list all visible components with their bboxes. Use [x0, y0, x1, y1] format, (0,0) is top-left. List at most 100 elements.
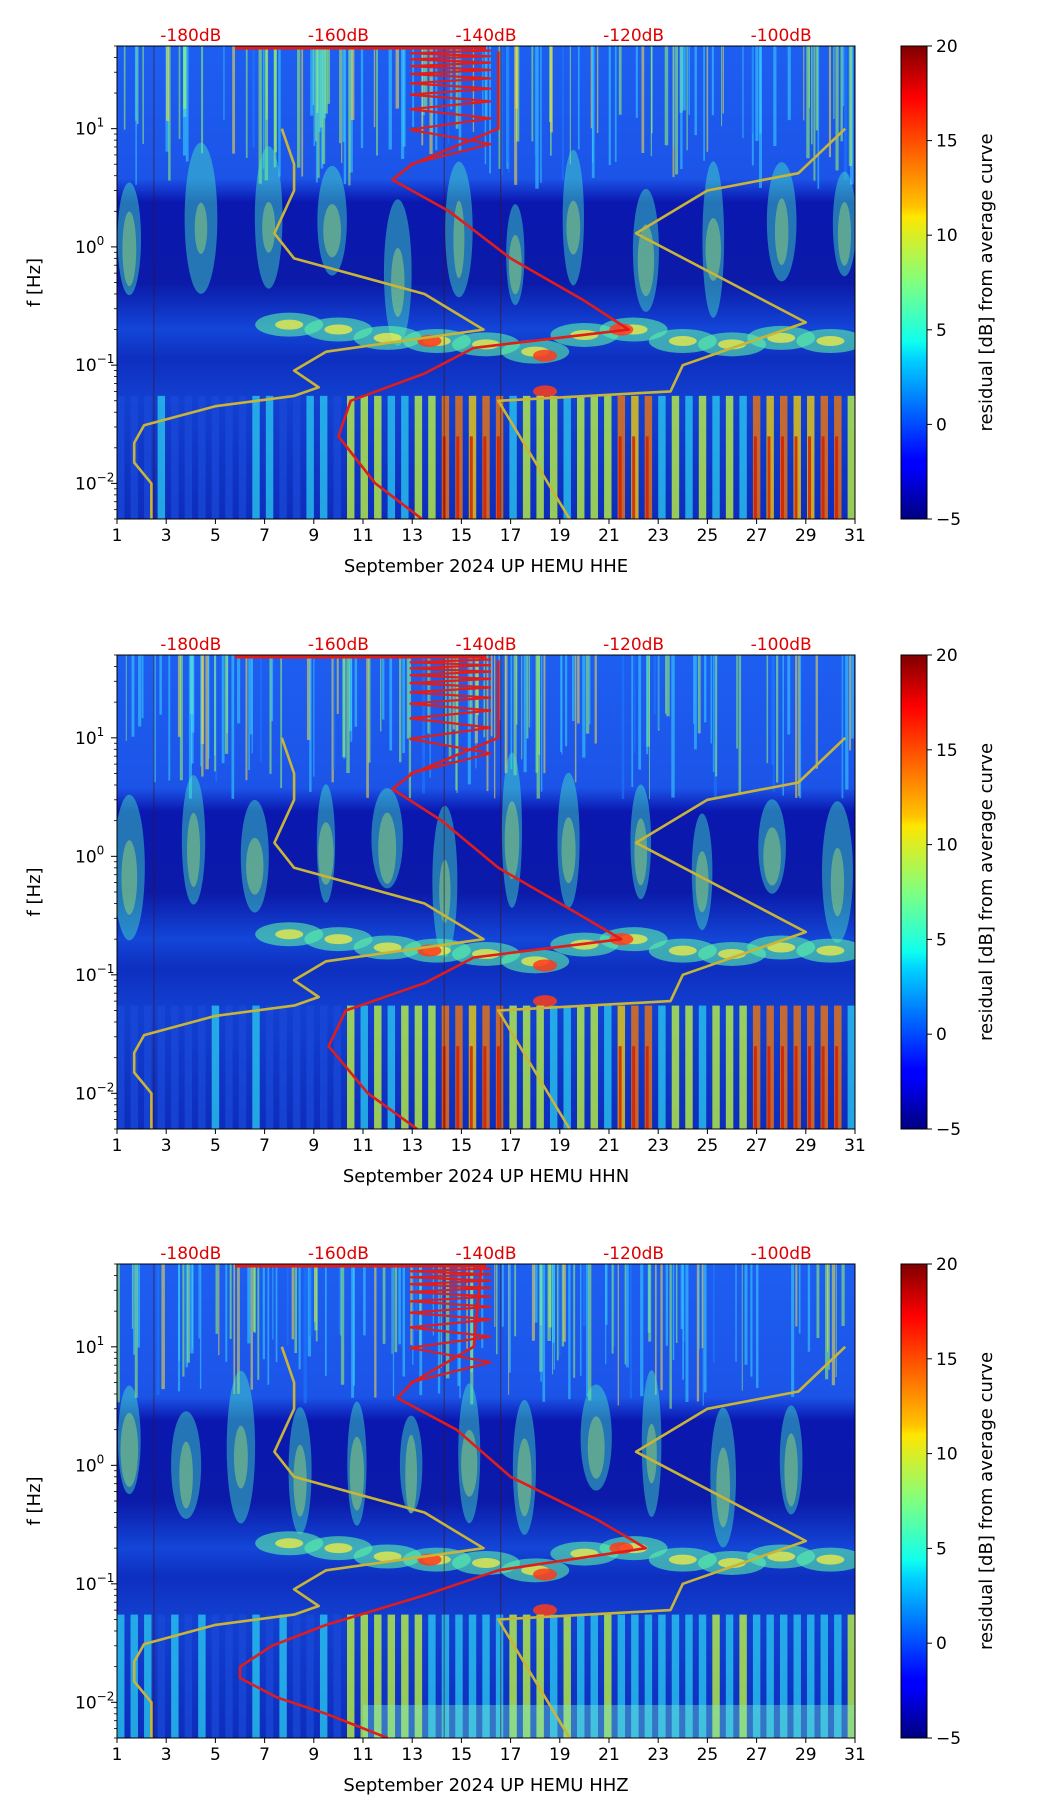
colorbar-tick-label: 10	[936, 226, 958, 246]
hf-streak	[826, 1264, 829, 1352]
hf-streak	[640, 1264, 644, 1397]
lf-column-core	[753, 436, 757, 519]
hf-streak	[185, 46, 189, 162]
hf-streak	[665, 655, 667, 714]
hf-streak	[531, 1264, 535, 1341]
hf-streak	[452, 655, 455, 730]
lf-column	[577, 1005, 585, 1129]
microseism-core	[830, 847, 845, 917]
hf-streak	[665, 1264, 668, 1346]
hf-streak	[392, 1264, 395, 1397]
hf-streak	[751, 46, 754, 134]
hf-streak	[482, 46, 484, 120]
lf-column	[252, 395, 260, 519]
hf-streak	[159, 655, 162, 715]
hf-streak	[710, 655, 713, 744]
hf-streak	[224, 655, 229, 754]
hf-streak	[391, 1264, 393, 1355]
microseism-core	[461, 1429, 478, 1497]
lf-column	[211, 395, 220, 519]
hf-streak	[629, 1264, 632, 1399]
hf-streak	[412, 1264, 414, 1365]
hf-streak	[298, 1264, 301, 1370]
hf-streak	[214, 655, 217, 772]
hf-streak	[621, 655, 625, 799]
hf-streak	[706, 46, 709, 152]
lf-column	[414, 1005, 423, 1129]
hf-streak	[229, 1264, 232, 1339]
microseism-blob	[501, 752, 523, 908]
lf-column	[712, 1614, 720, 1738]
hf-streak	[467, 655, 471, 785]
lf-band-z	[363, 1704, 855, 1738]
top-db-label: -100dB	[751, 1244, 812, 1264]
hf-streak	[540, 1264, 542, 1382]
hf-streak	[561, 1264, 565, 1347]
storm-band-core	[373, 332, 402, 343]
x-axis-label: September 2024 UP HEMU HHE	[344, 556, 628, 577]
lf-column-core	[469, 1046, 473, 1129]
y-tick-label: 10−1	[75, 962, 114, 986]
lf-column	[401, 1005, 409, 1129]
lf-column-core	[780, 436, 784, 519]
hf-streak	[704, 655, 707, 723]
x-tick-label: 15	[451, 1136, 473, 1156]
hf-streak	[579, 1264, 582, 1376]
hf-streak	[669, 1264, 672, 1409]
microseism-blob	[445, 161, 473, 298]
microseism-blob	[691, 813, 713, 931]
hf-streak	[309, 655, 312, 792]
microseism-core	[646, 1423, 657, 1484]
x-tick-label: 3	[161, 1136, 172, 1156]
top-db-label: -180dB	[160, 635, 221, 655]
hf-streak	[199, 1264, 202, 1389]
lf-column	[265, 1005, 274, 1129]
hf-streak	[787, 46, 791, 121]
hf-streak	[608, 46, 611, 165]
lf-column	[739, 1005, 747, 1129]
hf-streak	[402, 1264, 406, 1377]
hf-streak	[635, 46, 638, 118]
hf-streak	[523, 655, 527, 773]
hf-streak	[156, 1264, 160, 1395]
lf-column	[306, 1005, 314, 1129]
hf-streak	[323, 46, 327, 119]
lf-column	[225, 395, 233, 519]
hf-streak	[577, 655, 580, 724]
lf-column	[387, 1614, 396, 1738]
hf-streak	[782, 655, 784, 796]
hf-streak	[685, 1264, 689, 1403]
hf-streak	[466, 1264, 468, 1349]
hf-streak	[134, 1264, 138, 1398]
microseism-core	[187, 812, 201, 887]
storm-band-core	[373, 942, 402, 953]
average-curve	[327, 660, 623, 1129]
microseism-core	[179, 1441, 193, 1509]
lf-column-core	[808, 1046, 812, 1129]
lf-column-core	[794, 436, 798, 519]
colorbar-tick-label: 10	[936, 1445, 958, 1465]
hf-streak	[333, 655, 336, 770]
hf-streak	[278, 46, 281, 177]
hf-streak	[815, 46, 819, 131]
hf-streak	[485, 46, 488, 119]
hf-streak	[672, 1264, 675, 1361]
hf-streak	[301, 46, 304, 177]
lf-column	[671, 1614, 680, 1738]
lf-column	[468, 1614, 477, 1738]
hf-streak	[795, 655, 798, 798]
lf-column	[752, 1614, 761, 1738]
y-tick-label: 10−1	[75, 352, 114, 376]
x-tick-label: 15	[451, 526, 473, 546]
lf-column	[414, 1614, 423, 1738]
lf-column	[157, 1614, 166, 1738]
hf-streak	[368, 655, 371, 763]
microseism-blob	[240, 799, 269, 913]
hf-streak	[561, 46, 564, 180]
lf-column-core	[632, 1046, 636, 1129]
lf-column	[144, 1614, 152, 1738]
microseism-blob	[399, 1415, 423, 1514]
lf-column	[685, 1614, 693, 1738]
lf-column	[401, 395, 409, 519]
hf-streak	[501, 1264, 504, 1327]
